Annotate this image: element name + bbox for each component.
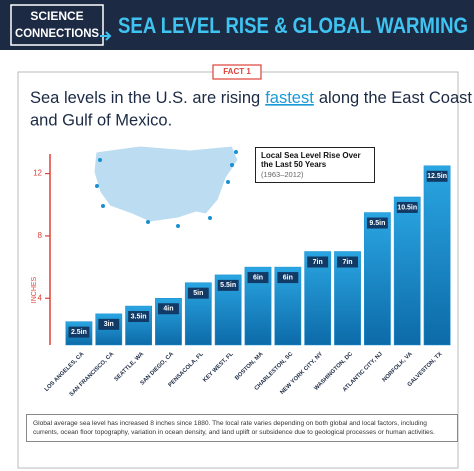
- bar: [393, 196, 421, 346]
- legend-title: Local Sea Level Rise Over the Last 50 Ye…: [261, 151, 361, 169]
- value-label: 7in: [342, 259, 352, 266]
- y-tick-label: 4: [38, 293, 43, 302]
- value-label: 5.5in: [220, 282, 236, 289]
- brand-line: CONNECTIONS: [15, 26, 99, 40]
- y-axis-label: INCHES: [31, 276, 38, 303]
- value-label-box: [158, 303, 179, 315]
- map-stars: [95, 150, 238, 228]
- value-label-box: [426, 170, 448, 182]
- subtitle-part: Sea levels in the U.S. are rising: [30, 89, 260, 107]
- bar: [364, 212, 391, 346]
- brand-box: [10, 4, 104, 46]
- value-label: 9.5in: [369, 220, 385, 227]
- value-label: 6in: [253, 274, 263, 281]
- legend-subtitle: (1963–2012): [261, 170, 304, 179]
- value-label: 3.5in: [131, 313, 147, 320]
- value-label: 5in: [193, 290, 203, 297]
- subtitle-part: along the East Coast: [319, 89, 473, 107]
- value-label: 2.5in: [71, 329, 87, 336]
- value-label-box: [187, 287, 209, 299]
- value-label-box: [366, 217, 388, 229]
- value-label: 12.5in: [427, 173, 447, 180]
- value-label: 6in: [283, 274, 293, 281]
- value-label-box: [307, 256, 329, 268]
- y-tick-label: 12: [33, 169, 42, 178]
- value-label-box: [337, 256, 358, 268]
- subtitle-highlight: fastest: [265, 89, 314, 107]
- value-label: 10.5in: [397, 204, 417, 211]
- fact-label: FACT 1: [223, 67, 251, 76]
- value-label-box: [68, 326, 90, 338]
- value-label-box: [128, 311, 150, 323]
- us-map: [93, 145, 239, 223]
- value-label: 3in: [104, 321, 114, 328]
- subtitle: Sea levels in the U.S. are rising fastest…: [30, 89, 472, 107]
- bar: [423, 165, 451, 346]
- subtitle: and Gulf of Mexico.: [30, 111, 172, 129]
- value-label-box: [217, 279, 239, 291]
- arrow: [100, 31, 112, 41]
- header-band: [0, 0, 474, 50]
- y-tick-label: 8: [38, 231, 43, 240]
- legend: Local Sea Level Rise Over the Last 50 Ye…: [255, 147, 375, 183]
- fact-tab: [212, 64, 262, 80]
- value-label-box: [247, 272, 269, 284]
- value-label: 4in: [163, 306, 173, 313]
- value-label-box: [277, 272, 299, 284]
- page-title: SEA LEVEL RISE & GLOBAL WARMING: [118, 13, 468, 38]
- footnote: Global average sea level has increased 8…: [26, 414, 458, 442]
- panel: [17, 71, 459, 469]
- value-label-box: [98, 318, 120, 330]
- value-label: 7in: [313, 259, 323, 266]
- brand-line: SCIENCE: [30, 9, 83, 23]
- value-label-box: [396, 201, 418, 213]
